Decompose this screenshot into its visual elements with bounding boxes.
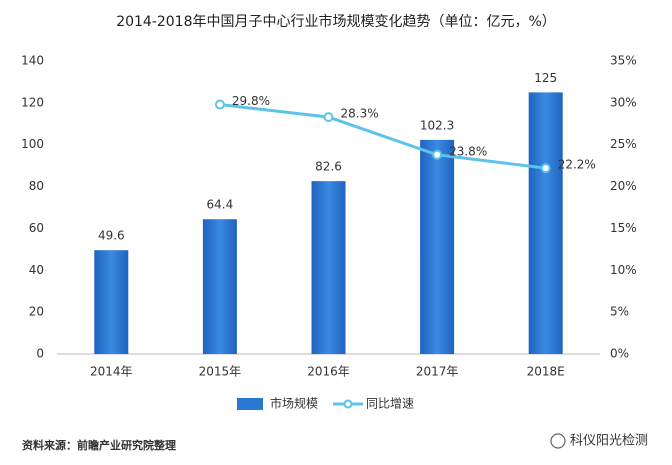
bar bbox=[202, 219, 237, 354]
y-tick-label: 20 bbox=[29, 305, 44, 319]
bar-value-label: 125 bbox=[534, 71, 557, 85]
y-tick-label: 120 bbox=[21, 95, 44, 109]
x-tick-label: 2014年 bbox=[90, 365, 133, 379]
x-tick-label: 2018E bbox=[527, 365, 565, 379]
bar bbox=[528, 92, 563, 355]
line bbox=[219, 103, 546, 170]
y-tick-label: 40 bbox=[29, 263, 44, 277]
legend-label: 同比增速 bbox=[366, 397, 414, 411]
bar-value-label: 49.6 bbox=[98, 229, 125, 243]
chart-title: 2014-2018年中国月子中心行业市场规模变化趋势（单位：亿元，%） bbox=[116, 13, 556, 30]
line-point bbox=[214, 99, 225, 110]
line-value-label: 28.3% bbox=[341, 107, 379, 121]
y2-tick-label: 30% bbox=[610, 95, 637, 109]
y-tick-label: 140 bbox=[21, 54, 44, 68]
bar bbox=[311, 181, 346, 354]
bar-value-label: 102.3 bbox=[420, 118, 454, 132]
y-tick-label: 100 bbox=[21, 137, 44, 151]
legend-swatch bbox=[237, 398, 263, 410]
y-tick-label: 60 bbox=[29, 221, 44, 235]
x-tick-label: 2015年 bbox=[199, 365, 242, 379]
line-value-label: 22.2% bbox=[558, 158, 596, 172]
legend-swatch-point bbox=[343, 399, 353, 409]
y2-tick-label: 20% bbox=[610, 179, 637, 193]
y2-tick-label: 10% bbox=[610, 263, 637, 277]
x-tick-label: 2017年 bbox=[416, 365, 459, 379]
y2-tick-label: 5% bbox=[610, 305, 629, 319]
line-value-label: 29.8% bbox=[232, 94, 270, 108]
bar-value-label: 64.4 bbox=[207, 198, 234, 212]
y2-tick-label: 25% bbox=[610, 137, 637, 151]
y2-tick-label: 0% bbox=[610, 347, 629, 361]
y-tick-label: 0 bbox=[36, 347, 44, 361]
source: 资料来源：前瞻产业研究院整理 bbox=[22, 438, 176, 452]
legend-label: 市场规模 bbox=[270, 396, 318, 411]
y-tick-label: 80 bbox=[29, 179, 44, 193]
y2-tick-label: 15% bbox=[610, 221, 637, 235]
wechat-icon bbox=[550, 433, 566, 449]
line-point bbox=[540, 163, 551, 174]
y2-tick-label: 35% bbox=[610, 54, 637, 68]
bar-value-label: 82.6 bbox=[315, 160, 342, 174]
x-tick-label: 2016年 bbox=[307, 365, 350, 379]
bar bbox=[94, 250, 129, 354]
line-point bbox=[432, 149, 443, 160]
line-point bbox=[323, 112, 334, 123]
watermark: 科仪阳光检测 bbox=[570, 434, 648, 449]
bar bbox=[420, 139, 455, 354]
line-value-label: 23.8% bbox=[449, 144, 487, 158]
